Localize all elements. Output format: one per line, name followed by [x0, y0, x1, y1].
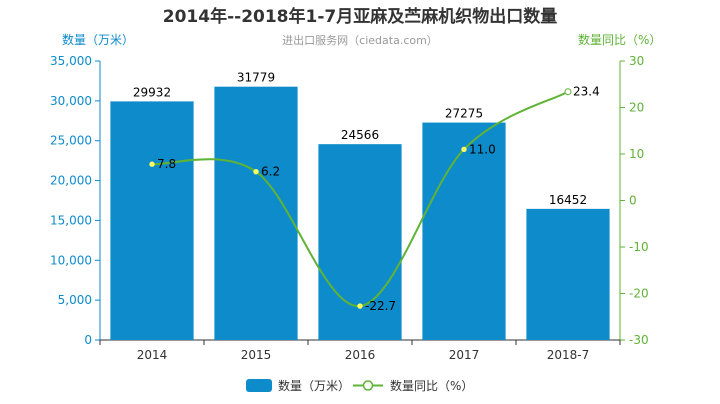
left-tick-label: 30,000 [50, 94, 92, 108]
line-value-label: 6.2 [261, 165, 280, 179]
bar [526, 208, 610, 340]
legend[interactable]: 数量（万米） 数量同比（%） [246, 378, 473, 393]
bar [422, 122, 506, 340]
x-tick-label: 2017 [449, 348, 480, 362]
left-axis-label: 数量（万米） [62, 32, 134, 47]
x-tick-label: 2016 [345, 348, 376, 362]
line-point [149, 161, 155, 167]
legend-marker [362, 380, 374, 391]
x-tick-label: 2014 [137, 348, 168, 362]
bar [214, 86, 298, 341]
right-tick-label: 0 [629, 194, 637, 208]
plot-area: 0 5,000 10,000 15,000 20,000 25,000 30,000 35,0… [50, 54, 649, 362]
bar-value-label: 29932 [133, 85, 171, 99]
left-tick-label: 25,000 [50, 134, 92, 148]
right-tick-label: -20 [629, 287, 649, 301]
legend-swatch-bar [246, 379, 272, 392]
line-value-label: 7.8 [157, 157, 176, 171]
x-tick-label: 2015 [241, 348, 272, 362]
bar [110, 101, 194, 340]
left-tick-label: 10,000 [50, 253, 92, 267]
left-tick-label: 5,000 [58, 293, 92, 307]
legend-label-bar: 数量（万米） [278, 378, 350, 393]
left-tick-label: 15,000 [50, 213, 92, 227]
left-tick-label: 35,000 [50, 54, 92, 68]
right-tick-label: -10 [629, 240, 649, 254]
line-value-label: -22.7 [365, 299, 396, 313]
left-tick-label: 0 [84, 333, 92, 347]
bar-value-label: 24566 [341, 128, 379, 142]
line-value-label: 23.4 [573, 85, 600, 99]
line-point [253, 168, 259, 175]
left-tick-label: 20,000 [50, 174, 92, 188]
line-value-label: 11.0 [469, 142, 496, 156]
right-tick-label: -30 [629, 333, 649, 347]
right-axis-label: 数量同比（%） [578, 32, 661, 47]
chart-title: 2014年--2018年1-7月亚麻及苎麻机织物出口数量 [163, 6, 557, 27]
bar-value-label: 16452 [549, 193, 587, 207]
chart-subtitle: 进出口服务网（ciedata.com） [282, 33, 438, 47]
x-tick-label: 2018-7 [547, 348, 590, 362]
line-point [357, 303, 363, 309]
line-point [461, 146, 467, 153]
legend-label-line: 数量同比（%） [390, 378, 473, 393]
right-tick-label: 10 [629, 147, 644, 161]
bar-value-label: 31779 [237, 71, 275, 85]
right-tick-label: 20 [629, 101, 644, 115]
line-point [564, 88, 572, 96]
right-tick-label: 30 [629, 54, 644, 68]
bar-value-label: 27275 [445, 107, 483, 121]
